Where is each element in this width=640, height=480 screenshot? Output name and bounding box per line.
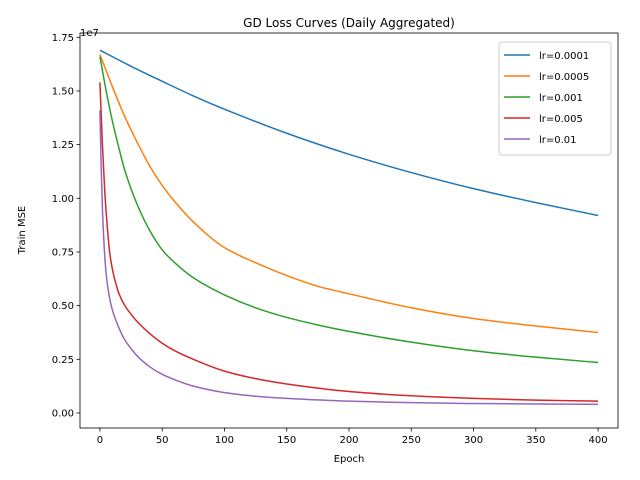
chart-title: GD Loss Curves (Daily Aggregated) [243,16,455,30]
y-tick-label: 0.25 [52,355,74,366]
y-tick-label: 0.75 [52,247,74,258]
legend-label-0: lr=0.0001 [539,51,589,62]
x-tick-label: 200 [339,435,358,446]
legend-label-1: lr=0.0005 [539,72,589,83]
x-tick-label: 0 [97,435,103,446]
legend-label-4: lr=0.01 [539,135,577,146]
legend-label-2: lr=0.001 [539,93,583,104]
y-tick-label: 0.50 [52,301,74,312]
x-axis: 0 50 100 150 200 250 300 350 400 [97,428,608,446]
legend-box [498,41,612,156]
x-tick-label: 250 [402,435,421,446]
y-tick-label: 1.50 [52,86,74,97]
series-line-2 [99,56,599,364]
series-line-1 [99,54,599,334]
x-tick-label: 300 [464,435,483,446]
series-line-3 [99,82,599,402]
x-tick-label: 100 [215,435,234,446]
y-axis-label: Train MSE [17,206,28,255]
series-line-0 [99,49,599,217]
x-tick-label: 400 [589,435,608,446]
y-tick-label: 1.75 [52,33,74,44]
y-tick-label: 1.00 [52,194,74,205]
x-tick-label: 150 [277,435,296,446]
y-axis: 0.00 0.25 0.50 0.75 1.00 1.25 1.50 1.75 [52,33,80,419]
series-line-4 [99,110,599,406]
x-tick-label: 350 [526,435,545,446]
series-layer [99,49,599,406]
y-tick-label: 1.25 [52,140,74,151]
y-offset-label: 1e7 [80,28,99,39]
x-tick-label: 50 [156,435,169,446]
legend-label-3: lr=0.005 [539,114,583,125]
legend: lr=0.0001 lr=0.0005 lr=0.001 lr=0.005 lr=0.0… [498,41,612,156]
x-axis-label: Epoch [334,454,365,465]
y-tick-label: 0.00 [52,408,74,419]
